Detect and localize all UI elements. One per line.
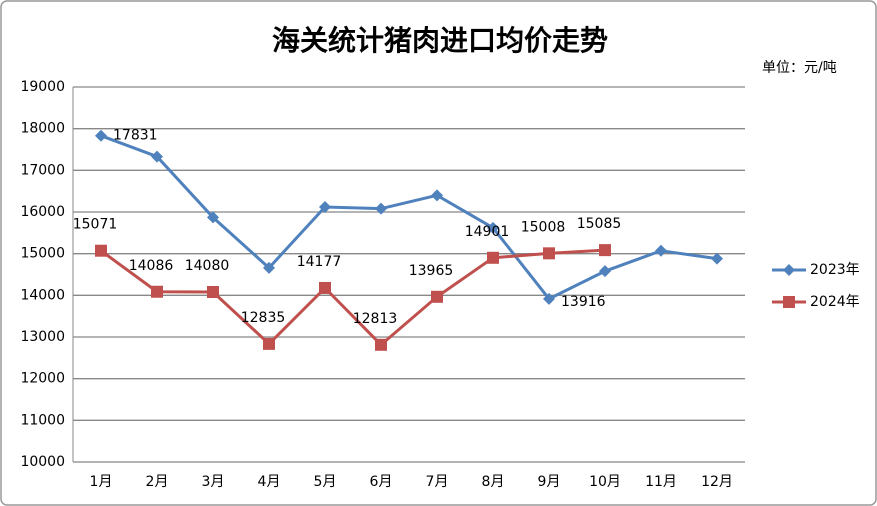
legend-label: 2024年: [810, 294, 860, 310]
x-tick-label: 1月: [90, 474, 113, 490]
marker: [431, 290, 443, 303]
data-label: 14086: [129, 258, 174, 274]
marker: [655, 244, 667, 257]
x-tick-label: 4月: [258, 474, 281, 490]
x-tick-label: 6月: [370, 474, 393, 490]
marker: [543, 292, 555, 305]
y-tick-label: 13000: [20, 329, 65, 345]
marker: [95, 129, 107, 142]
data-label: 14177: [297, 254, 342, 270]
unit-label: 单位：元/吨: [762, 60, 837, 76]
x-tick-label: 11月: [645, 474, 677, 490]
marker: [431, 189, 443, 202]
data-label: 14901: [465, 224, 510, 240]
chart-title: 海关统计猪肉进口均价走势: [272, 24, 608, 57]
series-line: [100, 134, 718, 301]
x-tick-label: 3月: [202, 474, 225, 490]
y-tick-label: 18000: [20, 121, 65, 137]
marker: [151, 150, 163, 163]
data-label: 17831: [113, 128, 158, 144]
marker: [319, 281, 331, 294]
marker: [783, 296, 795, 308]
marker: [263, 337, 275, 350]
y-tick-label: 16000: [20, 204, 65, 220]
x-tick-label: 12月: [701, 474, 733, 490]
marker: [783, 264, 795, 276]
data-label: 12813: [353, 311, 398, 327]
data-label: 12835: [241, 310, 286, 326]
y-tick-label: 11000: [20, 412, 65, 428]
marker: [487, 221, 499, 234]
marker: [711, 252, 723, 265]
legend-label: 2023年: [810, 262, 860, 278]
data-label: 13916: [561, 294, 606, 310]
data-label: 15071: [73, 217, 118, 233]
y-tick-label: 19000: [20, 79, 65, 95]
marker: [95, 244, 107, 257]
marker: [599, 265, 611, 278]
marker: [207, 211, 219, 224]
y-tick-label: 10000: [20, 454, 65, 470]
y-tick-label: 15000: [20, 246, 65, 262]
data-label: 15085: [577, 216, 622, 232]
data-label: 15008: [521, 219, 566, 235]
x-tick-label: 9月: [538, 474, 561, 490]
marker: [263, 261, 275, 274]
marker: [487, 251, 499, 264]
x-tick-label: 8月: [482, 474, 505, 490]
series-line: [100, 248, 606, 347]
marker: [375, 202, 387, 215]
x-tick-label: 10月: [589, 474, 621, 490]
marker: [319, 201, 331, 213]
x-tick-label: 2月: [146, 474, 169, 490]
marker: [151, 285, 163, 298]
marker: [375, 338, 387, 351]
marker: [599, 244, 611, 257]
data-label: 13965: [409, 263, 454, 279]
y-tick-label: 17000: [20, 162, 65, 178]
y-tick-label: 14000: [20, 287, 65, 303]
y-tick-label: 12000: [20, 371, 65, 387]
x-tick-label: 5月: [314, 474, 337, 490]
data-label: 14080: [185, 258, 230, 274]
marker: [207, 286, 219, 298]
x-tick-label: 7月: [426, 474, 449, 490]
marker: [543, 247, 555, 260]
